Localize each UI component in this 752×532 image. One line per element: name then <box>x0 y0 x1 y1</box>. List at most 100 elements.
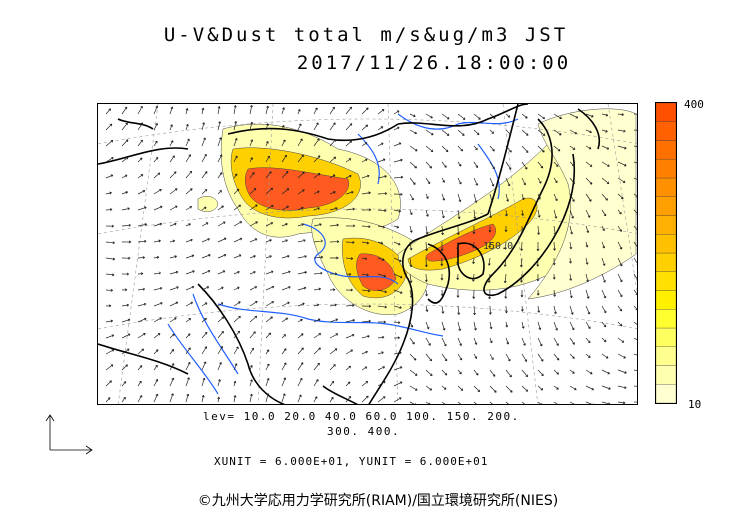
wind-vector <box>121 364 128 371</box>
wind-vector <box>281 188 290 195</box>
wind-vector <box>265 204 274 211</box>
wind-vector <box>425 129 434 136</box>
contour-levels-line-2: 300. 400. <box>327 425 401 438</box>
wind-vector <box>393 351 402 355</box>
wind-vector <box>233 155 238 163</box>
wind-vector <box>137 333 146 339</box>
wind-vector <box>281 139 286 147</box>
wind-vector <box>137 380 142 387</box>
wind-vector <box>505 145 512 153</box>
wind-vector <box>313 271 323 275</box>
wind-vector <box>313 155 321 163</box>
wind-vector <box>409 129 417 135</box>
wind-vector <box>457 161 462 167</box>
wind-vector <box>617 113 624 116</box>
wind-vector <box>585 385 595 391</box>
wind-vector <box>569 305 574 315</box>
wind-vector <box>553 385 559 390</box>
wind-vector <box>233 254 242 259</box>
wind-vector <box>105 288 113 292</box>
wind-vector <box>456 273 460 280</box>
wind-vector <box>456 225 460 235</box>
wind-vector <box>521 385 529 392</box>
wind-vector <box>617 145 627 150</box>
wind-vector <box>521 369 529 378</box>
wind-vector <box>297 377 303 387</box>
wind-vector <box>361 158 368 163</box>
colorbar-swatch <box>655 346 677 366</box>
wind-vector <box>281 239 288 243</box>
wind-vector <box>313 107 318 115</box>
wind-vector <box>377 257 385 261</box>
wind-vector <box>313 172 321 179</box>
wind-vector <box>361 319 371 323</box>
wind-vector <box>617 321 623 327</box>
wind-vector <box>217 362 222 371</box>
wind-vector <box>489 145 495 152</box>
wind-vector <box>121 272 129 276</box>
wind-vector <box>249 187 257 195</box>
wind-vector <box>601 113 609 117</box>
wind-vector <box>313 379 319 387</box>
wind-vector <box>553 209 558 219</box>
wind-vector <box>377 366 386 371</box>
wind-vector <box>553 113 562 119</box>
wind-vector <box>473 129 480 136</box>
wind-vector <box>617 257 623 267</box>
wind-vector <box>265 239 272 243</box>
wind-vector <box>265 316 273 323</box>
wind-vector <box>313 287 322 291</box>
wind-vector <box>537 209 541 218</box>
wind-vector <box>297 362 304 371</box>
wind-vector <box>505 129 512 135</box>
wind-vector <box>329 288 336 292</box>
wind-vector <box>345 349 353 355</box>
wind-vector <box>569 273 573 281</box>
wind-vector <box>440 273 444 281</box>
wind-vector <box>473 305 476 316</box>
wind-vector <box>345 106 353 115</box>
wind-vector <box>409 145 418 152</box>
wind-vector <box>585 161 593 167</box>
wind-vector <box>504 289 508 299</box>
wind-vector <box>552 273 556 280</box>
wind-vector <box>249 315 258 323</box>
wind-vector <box>441 113 450 120</box>
colorbar-swatch <box>655 196 677 216</box>
wind-vector <box>265 187 274 195</box>
wind-vector <box>233 315 241 323</box>
wind-vector <box>601 305 607 314</box>
wind-vector <box>601 289 607 299</box>
wind-vector <box>169 188 178 195</box>
wind-vector <box>425 177 431 185</box>
wind-vector <box>553 289 556 297</box>
wind-vector <box>424 257 428 267</box>
dust-plume-japan-band <box>527 108 637 300</box>
wind-vector <box>473 193 478 203</box>
wind-vector <box>313 303 320 307</box>
wind-vector <box>169 205 178 211</box>
wind-vector <box>329 348 338 355</box>
wind-vector <box>201 171 208 179</box>
wind-vector <box>487 257 491 266</box>
wind-vector <box>393 381 403 387</box>
wind-vector <box>617 289 623 298</box>
wind-vector <box>137 122 143 131</box>
wind-vector <box>265 270 274 275</box>
wind-vector <box>569 321 575 331</box>
wind-vector <box>424 273 428 282</box>
wind-vector <box>585 129 592 134</box>
wind-vector <box>473 177 479 186</box>
wind-vector <box>121 381 127 387</box>
wind-vector <box>153 393 159 403</box>
wind-vector <box>153 122 158 131</box>
wind-vector <box>377 289 387 294</box>
wind-vector <box>105 191 112 195</box>
wind-vector <box>457 353 463 361</box>
wind-vector <box>185 270 195 275</box>
colorbar-swatches <box>655 102 677 404</box>
wind-vector <box>153 286 163 291</box>
wind-vector <box>521 161 528 170</box>
wind-vector <box>569 225 573 235</box>
coastlines-and-borders <box>98 104 600 404</box>
